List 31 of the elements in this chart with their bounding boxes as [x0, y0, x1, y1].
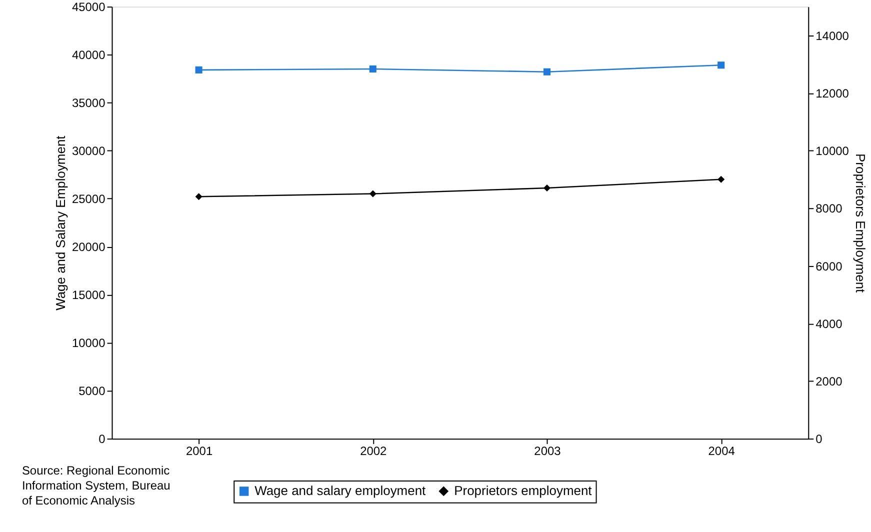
point	[369, 190, 376, 198]
point	[718, 176, 725, 183]
y2-tick-label: 8000	[816, 202, 843, 216]
legend-label: Wage and salary employment	[254, 483, 426, 498]
y2-tick-label: 6000	[816, 259, 843, 274]
y-tick-label: 10000	[72, 336, 106, 350]
x-tick-label: 2003	[534, 444, 562, 458]
y-tick-label: 20000	[72, 240, 106, 254]
point	[543, 184, 551, 192]
y-tick-label: 45000	[72, 0, 106, 14]
y-tick-label: 30000	[72, 144, 106, 158]
x-tick-label: 2004	[708, 444, 736, 458]
y2-tick-label: 2000	[816, 374, 843, 388]
y2-axis-title: Proprietors Employment	[852, 154, 868, 294]
y-tick-label: 35000	[72, 96, 106, 110]
point	[195, 193, 202, 200]
y2-tick-label: 14000	[816, 28, 850, 43]
y-tick-label: 25000	[72, 192, 106, 206]
x-tick-label: 2002	[360, 444, 388, 458]
y-axis-title: Wage and Salary Employment	[52, 135, 68, 310]
y-tick-label: 0	[98, 432, 106, 446]
legend-label: Proprietors employment	[454, 483, 592, 498]
y2-tick-label: 10000	[816, 144, 850, 158]
source-note: Source: Regional Economic Information System, Bureau of Economic Analysis	[22, 464, 170, 508]
y2-tick-label: 0	[816, 432, 823, 446]
x-tick-label: 2001	[186, 444, 213, 458]
y2-tick-label: 12000	[816, 86, 850, 100]
y-tick-label: 5000	[78, 384, 106, 398]
y-tick-label: 15000	[72, 288, 106, 302]
y-tick-label: 40000	[72, 48, 106, 62]
y2-tick-label: 4000	[816, 316, 843, 331]
